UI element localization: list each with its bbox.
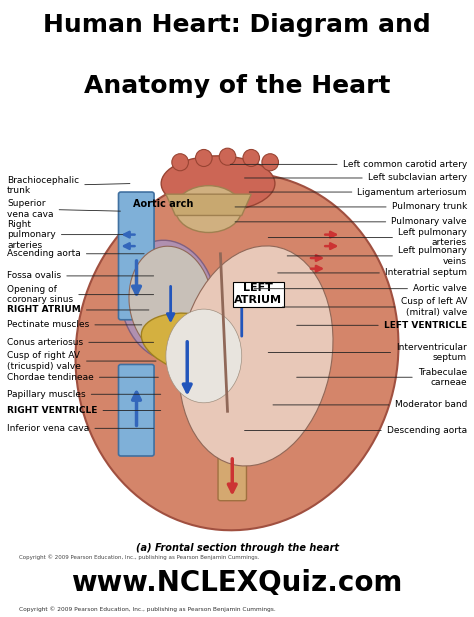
Text: Ligamentum arteriosum: Ligamentum arteriosum [249, 188, 467, 197]
Text: Interventricular
septum: Interventricular septum [268, 343, 467, 362]
Text: Ascending aorta: Ascending aorta [7, 249, 144, 259]
Text: Left pulmonary
veins: Left pulmonary veins [287, 246, 467, 265]
Ellipse shape [262, 154, 278, 171]
Ellipse shape [166, 309, 242, 403]
Text: (a) Frontal section through the heart: (a) Frontal section through the heart [136, 542, 338, 553]
Text: Copyright © 2009 Pearson Education, Inc., publishing as Pearson Benjamin Cumming: Copyright © 2009 Pearson Education, Inc.… [19, 555, 259, 560]
Text: Opening of
coronary sinus: Opening of coronary sinus [7, 285, 154, 304]
Text: Cusp of left AV
(mitral) valve: Cusp of left AV (mitral) valve [283, 297, 467, 317]
Text: RIGHT ATRIUM: RIGHT ATRIUM [7, 305, 149, 315]
Text: Copyright © 2009 Pearson Education, Inc., publishing as Pearson Benjamin Cumming: Copyright © 2009 Pearson Education, Inc.… [19, 607, 276, 612]
Text: Right
pulmonary
arteries: Right pulmonary arteries [7, 220, 123, 249]
Ellipse shape [120, 240, 216, 361]
Text: Fossa ovalis: Fossa ovalis [7, 271, 154, 280]
Text: Anatomy of the Heart: Anatomy of the Heart [84, 74, 390, 98]
Text: Superior
vena cava: Superior vena cava [7, 199, 120, 219]
Polygon shape [166, 194, 251, 215]
FancyBboxPatch shape [118, 365, 154, 456]
Text: LEFT VENTRICLE: LEFT VENTRICLE [297, 321, 467, 330]
Text: Left pulmonary
arteries: Left pulmonary arteries [268, 228, 467, 247]
Ellipse shape [195, 149, 212, 167]
Text: Left subclavian artery: Left subclavian artery [245, 173, 467, 183]
Text: Left common carotid artery: Left common carotid artery [230, 160, 467, 169]
Text: Pulmonary trunk: Pulmonary trunk [235, 202, 467, 212]
Ellipse shape [129, 246, 212, 357]
Ellipse shape [243, 149, 259, 167]
Text: Aortic arch: Aortic arch [133, 199, 194, 209]
Ellipse shape [172, 154, 188, 171]
Ellipse shape [75, 173, 399, 530]
FancyBboxPatch shape [118, 192, 154, 320]
Ellipse shape [141, 313, 262, 378]
Text: www.NCLEXQuiz.com: www.NCLEXQuiz.com [71, 569, 403, 597]
Text: LEFT
ATRIUM: LEFT ATRIUM [234, 283, 283, 305]
Text: Brachiocephalic
trunk: Brachiocephalic trunk [7, 176, 130, 196]
Text: Chordae tendineae: Chordae tendineae [7, 373, 158, 382]
Text: Conus arteriosus: Conus arteriosus [7, 338, 154, 347]
Text: Cusp of right AV
(tricuspid) valve: Cusp of right AV (tricuspid) valve [7, 351, 156, 371]
Text: Aortic valve: Aortic valve [254, 284, 467, 293]
Text: Trabeculae
carneae: Trabeculae carneae [297, 368, 467, 387]
Text: Moderator band: Moderator band [273, 400, 467, 410]
Text: Descending aorta: Descending aorta [245, 426, 467, 435]
Text: Interatrial septum: Interatrial septum [278, 268, 467, 278]
Text: Human Heart: Diagram and: Human Heart: Diagram and [43, 13, 431, 37]
Ellipse shape [175, 186, 242, 233]
Ellipse shape [161, 156, 275, 211]
Ellipse shape [179, 246, 333, 466]
Text: Inferior vena cava: Inferior vena cava [7, 424, 154, 433]
Text: RIGHT VENTRICLE: RIGHT VENTRICLE [7, 406, 161, 415]
FancyBboxPatch shape [218, 454, 246, 501]
Text: Papillary muscles: Papillary muscles [7, 390, 161, 399]
Ellipse shape [219, 148, 236, 165]
Text: Pectinate muscles: Pectinate muscles [7, 320, 142, 329]
Text: Pulmonary valve: Pulmonary valve [235, 217, 467, 226]
